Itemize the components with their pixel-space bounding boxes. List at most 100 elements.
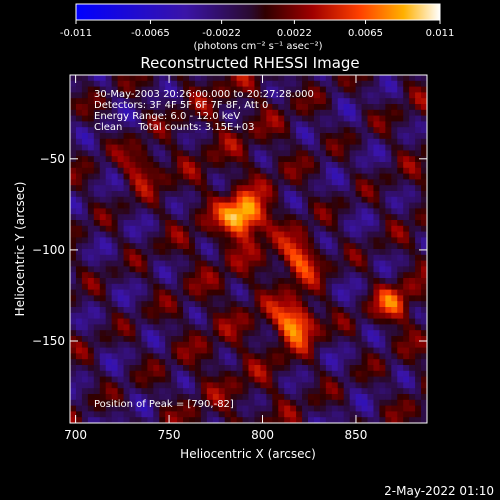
heatmap-cell xyxy=(87,405,95,412)
heatmap-cell xyxy=(147,324,154,331)
heatmap-cell xyxy=(194,347,202,354)
heatmap-cell xyxy=(284,283,291,291)
heatmap-cell xyxy=(99,312,107,320)
heatmap-cell xyxy=(260,92,267,99)
heatmap-cell xyxy=(189,98,196,105)
heatmap-cell xyxy=(337,127,345,134)
heatmap-cell xyxy=(212,167,220,175)
heatmap-cell xyxy=(206,260,214,267)
heatmap-cell xyxy=(290,156,297,163)
heatmap-cell xyxy=(159,156,166,163)
heatmap-cell xyxy=(325,214,333,221)
heatmap-cell xyxy=(343,98,351,105)
heatmap-cell xyxy=(397,341,404,349)
heatmap-cell xyxy=(194,156,202,163)
heatmap-cell xyxy=(224,399,232,407)
heatmap-cell xyxy=(248,156,256,163)
heatmap-cell xyxy=(99,324,107,331)
heatmap-cell xyxy=(373,162,380,169)
heatmap-cell xyxy=(278,376,285,383)
heatmap-cell xyxy=(189,330,196,337)
heatmap-cell xyxy=(81,289,89,296)
heatmap-cell xyxy=(171,237,178,244)
heatmap-cell xyxy=(171,359,178,366)
heatmap-cell xyxy=(183,405,190,412)
heatmap-cell xyxy=(373,336,380,343)
heatmap-cell xyxy=(87,231,95,238)
heatmap-cell xyxy=(254,115,261,122)
heatmap-cell xyxy=(189,202,196,209)
heatmap-cell xyxy=(313,376,321,383)
heatmap-cell xyxy=(224,109,232,117)
heatmap-cell xyxy=(254,370,261,378)
heatmap-cell xyxy=(278,115,285,122)
heatmap-cell xyxy=(135,150,142,157)
heatmap-cell xyxy=(367,231,375,238)
heatmap-cell xyxy=(242,324,250,331)
heatmap-cell xyxy=(111,220,119,227)
colorbar-tick-label: 0.0022 xyxy=(277,28,312,39)
heatmap-cell xyxy=(290,272,297,279)
heatmap-cell xyxy=(379,75,386,82)
heatmap-cell xyxy=(391,133,398,140)
heatmap-cell xyxy=(189,399,196,407)
heatmap-cell xyxy=(99,144,107,151)
heatmap-cell xyxy=(236,167,244,175)
heatmap-cell xyxy=(111,109,119,117)
heatmap-cell xyxy=(206,394,214,401)
heatmap-cell xyxy=(349,359,357,366)
heatmap-cell xyxy=(397,86,404,93)
heatmap-cell xyxy=(325,150,333,157)
heatmap-cell xyxy=(385,162,392,169)
heatmap-cell xyxy=(296,399,303,407)
heatmap-cell xyxy=(302,382,309,389)
heatmap-cell xyxy=(129,220,137,227)
heatmap-cell xyxy=(99,330,107,337)
heatmap-cell xyxy=(409,144,416,151)
heatmap-cell xyxy=(248,237,256,244)
heatmap-cell xyxy=(236,388,244,395)
heatmap-cell xyxy=(361,394,369,401)
heatmap-cell xyxy=(248,376,256,383)
heatmap-cell xyxy=(189,318,196,325)
heatmap-cell xyxy=(224,307,232,314)
heatmap-cell xyxy=(99,295,107,302)
heatmap-cell xyxy=(165,382,172,389)
heatmap-cell xyxy=(349,312,357,320)
heatmap-cell xyxy=(391,191,398,198)
heatmap-cell xyxy=(177,144,184,151)
heatmap-cell xyxy=(337,330,345,337)
heatmap-cell xyxy=(284,312,291,320)
heatmap-cell xyxy=(135,353,142,360)
heatmap-cell xyxy=(230,150,238,157)
heatmap-cell xyxy=(105,220,113,227)
heatmap-cell xyxy=(81,225,89,233)
heatmap-cell xyxy=(266,104,273,111)
heatmap-cell xyxy=(165,376,172,383)
heatmap-cell xyxy=(325,411,333,418)
heatmap-cell xyxy=(296,324,303,331)
heatmap-cell xyxy=(343,341,351,349)
heatmap-cell xyxy=(308,115,315,122)
heatmap-cell xyxy=(159,127,166,134)
heatmap-cell xyxy=(135,411,142,418)
heatmap-cell xyxy=(349,376,357,383)
heatmap-cell xyxy=(349,405,357,412)
heatmap-cell xyxy=(278,98,285,105)
heatmap-cell xyxy=(290,220,297,227)
heatmap-cell xyxy=(200,283,208,291)
heatmap-cell xyxy=(177,289,184,296)
heatmap-cell xyxy=(141,370,148,378)
heatmap-cell xyxy=(260,156,267,163)
heatmap-cell xyxy=(99,272,107,279)
heatmap-cell xyxy=(147,196,154,204)
heatmap-cell xyxy=(272,243,279,250)
heatmap-cell xyxy=(308,191,315,198)
heatmap-cell xyxy=(313,109,321,117)
heatmap-cell xyxy=(183,347,190,354)
heatmap-cell xyxy=(224,388,232,395)
heatmap-cell xyxy=(308,324,315,331)
heatmap-cell xyxy=(284,365,291,372)
heatmap-cell xyxy=(415,283,422,291)
heatmap-cell xyxy=(367,324,375,331)
